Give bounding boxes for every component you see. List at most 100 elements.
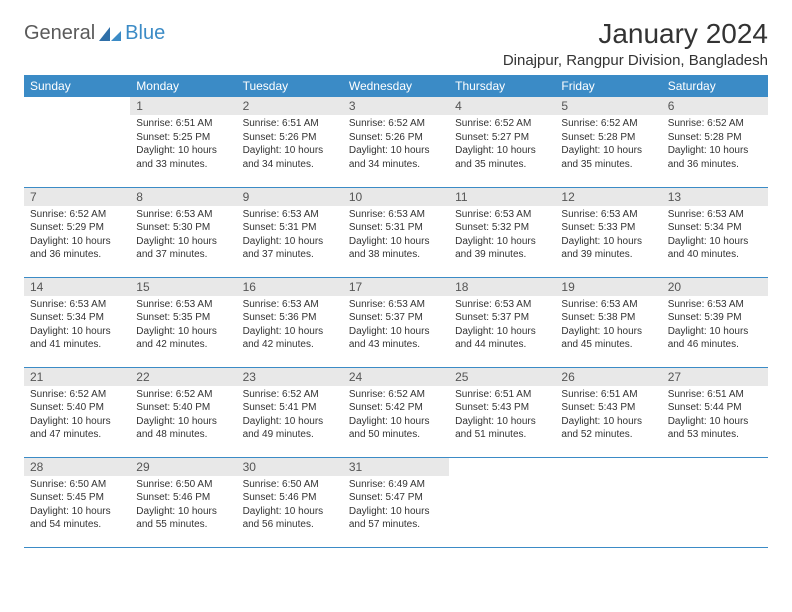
day-number: 21: [24, 368, 130, 386]
day-info: Sunrise: 6:52 AMSunset: 5:41 PMDaylight:…: [237, 386, 343, 446]
day-day1: Daylight: 10 hours: [455, 235, 549, 249]
day-day1: Daylight: 10 hours: [561, 235, 655, 249]
day-day1: Daylight: 10 hours: [561, 415, 655, 429]
day-day1: Daylight: 10 hours: [455, 144, 549, 158]
day-sunrise: Sunrise: 6:53 AM: [455, 208, 549, 222]
day-sunset: Sunset: 5:47 PM: [349, 491, 443, 505]
day-day2: and 47 minutes.: [30, 428, 124, 442]
day-day1: Daylight: 10 hours: [136, 144, 230, 158]
day-number: 29: [130, 458, 236, 476]
calendar-day-cell: 15Sunrise: 6:53 AMSunset: 5:35 PMDayligh…: [130, 277, 236, 367]
day-day2: and 35 minutes.: [561, 158, 655, 172]
calendar-day-cell: 9Sunrise: 6:53 AMSunset: 5:31 PMDaylight…: [237, 187, 343, 277]
calendar-week-row: 1Sunrise: 6:51 AMSunset: 5:25 PMDaylight…: [24, 97, 768, 187]
day-sunrise: Sunrise: 6:50 AM: [243, 478, 337, 492]
day-info: Sunrise: 6:52 AMSunset: 5:28 PMDaylight:…: [662, 115, 768, 175]
logo-text-general: General: [24, 22, 95, 45]
day-info: Sunrise: 6:53 AMSunset: 5:31 PMDaylight:…: [237, 206, 343, 266]
day-info: Sunrise: 6:53 AMSunset: 5:39 PMDaylight:…: [662, 296, 768, 356]
calendar-week-row: 7Sunrise: 6:52 AMSunset: 5:29 PMDaylight…: [24, 187, 768, 277]
calendar-day-cell: 28Sunrise: 6:50 AMSunset: 5:45 PMDayligh…: [24, 457, 130, 547]
day-info: Sunrise: 6:53 AMSunset: 5:36 PMDaylight:…: [237, 296, 343, 356]
day-sunset: Sunset: 5:45 PM: [30, 491, 124, 505]
day-sunrise: Sunrise: 6:53 AM: [668, 208, 762, 222]
day-day2: and 37 minutes.: [243, 248, 337, 262]
day-sunset: Sunset: 5:28 PM: [561, 131, 655, 145]
day-sunrise: Sunrise: 6:53 AM: [136, 208, 230, 222]
day-day2: and 50 minutes.: [349, 428, 443, 442]
calendar-day-cell: 4Sunrise: 6:52 AMSunset: 5:27 PMDaylight…: [449, 97, 555, 187]
day-day2: and 42 minutes.: [243, 338, 337, 352]
day-day1: Daylight: 10 hours: [136, 235, 230, 249]
day-sunrise: Sunrise: 6:52 AM: [30, 388, 124, 402]
calendar-body: 1Sunrise: 6:51 AMSunset: 5:25 PMDaylight…: [24, 97, 768, 547]
day-number: 28: [24, 458, 130, 476]
day-number: 9: [237, 188, 343, 206]
day-day1: Daylight: 10 hours: [243, 325, 337, 339]
day-day1: Daylight: 10 hours: [668, 415, 762, 429]
day-day2: and 56 minutes.: [243, 518, 337, 532]
day-info: Sunrise: 6:50 AMSunset: 5:46 PMDaylight:…: [130, 476, 236, 536]
day-sunrise: Sunrise: 6:51 AM: [561, 388, 655, 402]
calendar-day-cell: [662, 457, 768, 547]
day-day1: Daylight: 10 hours: [136, 325, 230, 339]
calendar-day-cell: 25Sunrise: 6:51 AMSunset: 5:43 PMDayligh…: [449, 367, 555, 457]
weekday-header: Sunday: [24, 75, 130, 97]
day-day2: and 44 minutes.: [455, 338, 549, 352]
day-day1: Daylight: 10 hours: [30, 235, 124, 249]
day-sunset: Sunset: 5:38 PM: [561, 311, 655, 325]
day-sunset: Sunset: 5:40 PM: [30, 401, 124, 415]
day-number: 2: [237, 97, 343, 115]
day-info: Sunrise: 6:53 AMSunset: 5:37 PMDaylight:…: [449, 296, 555, 356]
day-sunrise: Sunrise: 6:52 AM: [668, 117, 762, 131]
day-day1: Daylight: 10 hours: [243, 415, 337, 429]
day-info: Sunrise: 6:50 AMSunset: 5:45 PMDaylight:…: [24, 476, 130, 536]
day-sunset: Sunset: 5:30 PM: [136, 221, 230, 235]
day-sunrise: Sunrise: 6:53 AM: [668, 298, 762, 312]
day-info: Sunrise: 6:53 AMSunset: 5:38 PMDaylight:…: [555, 296, 661, 356]
day-sunset: Sunset: 5:26 PM: [243, 131, 337, 145]
page-header: General Blue January 2024 Dinajpur, Rang…: [24, 18, 768, 69]
day-number: 23: [237, 368, 343, 386]
calendar-day-cell: 24Sunrise: 6:52 AMSunset: 5:42 PMDayligh…: [343, 367, 449, 457]
day-sunrise: Sunrise: 6:52 AM: [349, 388, 443, 402]
day-info: Sunrise: 6:51 AMSunset: 5:26 PMDaylight:…: [237, 115, 343, 175]
day-info: Sunrise: 6:53 AMSunset: 5:31 PMDaylight:…: [343, 206, 449, 266]
calendar-day-cell: 30Sunrise: 6:50 AMSunset: 5:46 PMDayligh…: [237, 457, 343, 547]
day-sunset: Sunset: 5:37 PM: [349, 311, 443, 325]
calendar-week-row: 14Sunrise: 6:53 AMSunset: 5:34 PMDayligh…: [24, 277, 768, 367]
day-sunset: Sunset: 5:37 PM: [455, 311, 549, 325]
day-sunset: Sunset: 5:41 PM: [243, 401, 337, 415]
day-info: Sunrise: 6:53 AMSunset: 5:34 PMDaylight:…: [24, 296, 130, 356]
calendar-day-cell: 13Sunrise: 6:53 AMSunset: 5:34 PMDayligh…: [662, 187, 768, 277]
weekday-header: Friday: [555, 75, 661, 97]
day-info: Sunrise: 6:53 AMSunset: 5:35 PMDaylight:…: [130, 296, 236, 356]
day-sunrise: Sunrise: 6:52 AM: [561, 117, 655, 131]
day-info: Sunrise: 6:52 AMSunset: 5:29 PMDaylight:…: [24, 206, 130, 266]
logo-sail-icon: [99, 27, 121, 41]
calendar-day-cell: [24, 97, 130, 187]
day-sunrise: Sunrise: 6:52 AM: [243, 388, 337, 402]
day-number: 6: [662, 97, 768, 115]
day-sunrise: Sunrise: 6:50 AM: [136, 478, 230, 492]
day-day2: and 53 minutes.: [668, 428, 762, 442]
calendar-day-cell: 29Sunrise: 6:50 AMSunset: 5:46 PMDayligh…: [130, 457, 236, 547]
day-sunset: Sunset: 5:28 PM: [668, 131, 762, 145]
day-day2: and 43 minutes.: [349, 338, 443, 352]
day-day2: and 36 minutes.: [668, 158, 762, 172]
calendar-day-cell: 5Sunrise: 6:52 AMSunset: 5:28 PMDaylight…: [555, 97, 661, 187]
day-number: 22: [130, 368, 236, 386]
calendar-day-cell: 23Sunrise: 6:52 AMSunset: 5:41 PMDayligh…: [237, 367, 343, 457]
day-number: 14: [24, 278, 130, 296]
day-day1: Daylight: 10 hours: [243, 505, 337, 519]
day-day2: and 55 minutes.: [136, 518, 230, 532]
calendar-week-row: 21Sunrise: 6:52 AMSunset: 5:40 PMDayligh…: [24, 367, 768, 457]
day-number: 11: [449, 188, 555, 206]
calendar-day-cell: 16Sunrise: 6:53 AMSunset: 5:36 PMDayligh…: [237, 277, 343, 367]
calendar-day-cell: 2Sunrise: 6:51 AMSunset: 5:26 PMDaylight…: [237, 97, 343, 187]
calendar-day-cell: 7Sunrise: 6:52 AMSunset: 5:29 PMDaylight…: [24, 187, 130, 277]
day-info: Sunrise: 6:50 AMSunset: 5:46 PMDaylight:…: [237, 476, 343, 536]
day-day2: and 41 minutes.: [30, 338, 124, 352]
calendar-day-cell: 1Sunrise: 6:51 AMSunset: 5:25 PMDaylight…: [130, 97, 236, 187]
day-day1: Daylight: 10 hours: [455, 415, 549, 429]
